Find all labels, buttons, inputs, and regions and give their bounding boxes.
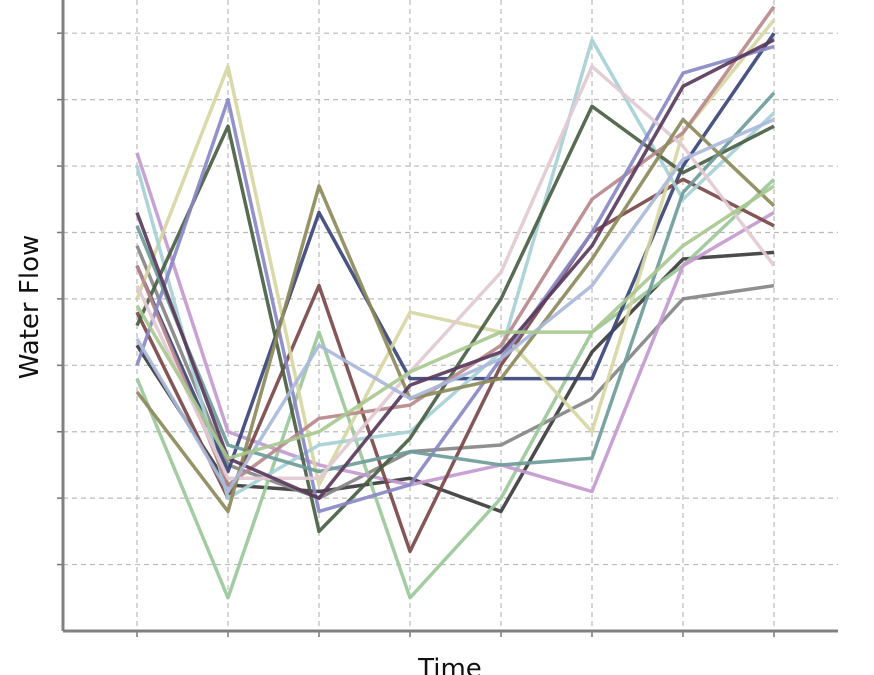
series-line — [135, 245, 775, 500]
series-line — [135, 250, 775, 514]
series-line — [135, 117, 776, 514]
series-line — [135, 44, 775, 514]
series-line — [135, 91, 776, 474]
series-line — [135, 184, 775, 461]
y-axis-label: Water Flow — [15, 235, 45, 379]
series-line — [135, 117, 775, 494]
x-axis-label: Time — [417, 654, 482, 675]
series-line — [135, 38, 776, 500]
series-line — [135, 152, 775, 494]
series-line — [135, 178, 776, 600]
series-line — [135, 64, 776, 480]
